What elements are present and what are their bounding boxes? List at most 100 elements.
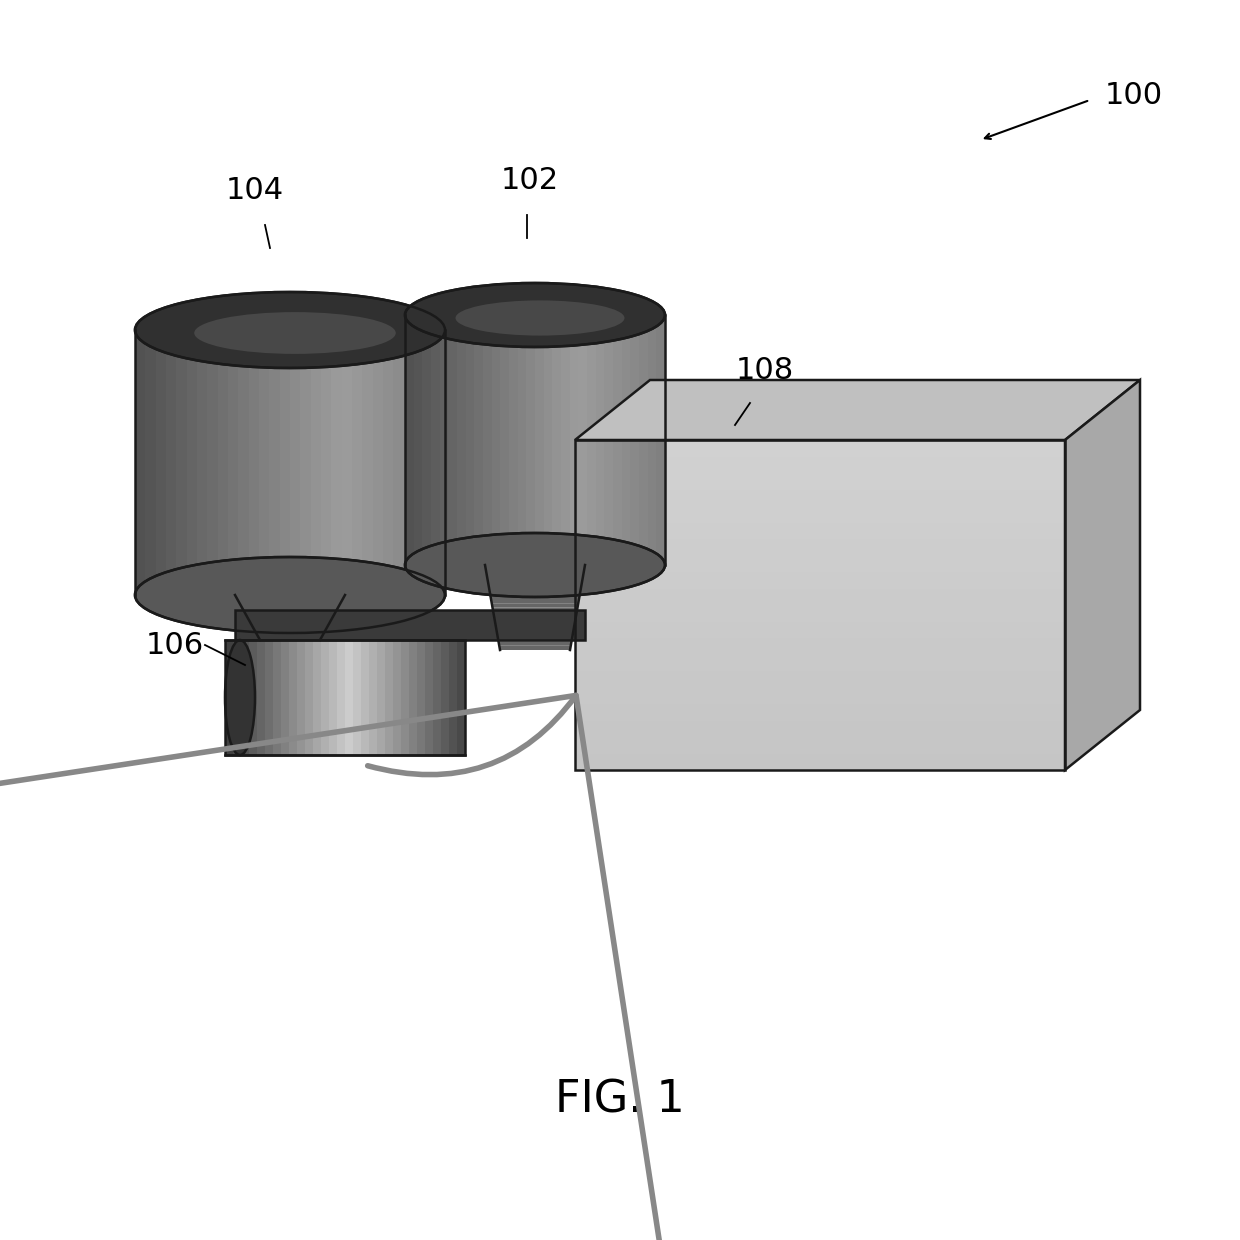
Polygon shape [496, 629, 574, 632]
Bar [458, 640, 465, 755]
Bar [595, 315, 604, 565]
Bar [393, 640, 401, 755]
Ellipse shape [405, 283, 665, 347]
Polygon shape [489, 582, 582, 587]
Bar [656, 315, 665, 565]
Bar [575, 639, 1065, 655]
Bar [475, 315, 484, 565]
Polygon shape [495, 620, 575, 625]
Bar [435, 330, 445, 595]
Polygon shape [242, 606, 339, 609]
Bar [466, 315, 475, 565]
Bar [218, 330, 228, 595]
Bar [311, 330, 321, 595]
Bar [425, 640, 433, 755]
Bar [560, 315, 569, 565]
Bar [405, 315, 414, 565]
Bar [575, 655, 1065, 671]
Bar [238, 330, 249, 595]
Bar [156, 330, 166, 595]
Polygon shape [492, 608, 578, 611]
Bar [552, 315, 560, 565]
Bar [305, 640, 312, 755]
Polygon shape [494, 616, 577, 620]
Bar [337, 640, 345, 755]
Bar [197, 330, 207, 595]
Bar [575, 754, 1065, 770]
Polygon shape [485, 565, 585, 569]
Bar [249, 640, 257, 755]
Bar [176, 330, 187, 595]
Text: 106: 106 [146, 630, 205, 660]
Polygon shape [489, 587, 582, 590]
Bar [135, 330, 145, 595]
Bar [281, 640, 289, 755]
Bar [414, 315, 423, 565]
Bar [449, 640, 458, 755]
Polygon shape [496, 625, 574, 629]
Bar [575, 456, 1065, 472]
Bar [575, 621, 1065, 639]
Bar [370, 640, 377, 755]
Polygon shape [490, 595, 580, 599]
Polygon shape [237, 598, 343, 599]
Bar [630, 315, 639, 565]
Polygon shape [250, 622, 330, 624]
Bar [228, 330, 238, 595]
Bar [384, 640, 393, 755]
Bar [300, 330, 311, 595]
Bar [575, 490, 1065, 506]
Polygon shape [500, 646, 570, 650]
Bar [647, 315, 656, 565]
Bar [575, 472, 1065, 490]
Polygon shape [497, 632, 573, 637]
Text: 108: 108 [735, 356, 794, 384]
Bar [575, 556, 1065, 572]
Polygon shape [247, 615, 334, 618]
Polygon shape [490, 590, 580, 595]
Bar [492, 315, 500, 565]
Bar [432, 315, 440, 565]
Polygon shape [244, 611, 336, 613]
Bar [575, 687, 1065, 704]
Bar [280, 330, 290, 595]
Bar [433, 640, 441, 755]
Polygon shape [486, 569, 584, 573]
Bar [575, 539, 1065, 556]
Bar [424, 330, 435, 595]
Polygon shape [236, 595, 345, 598]
Polygon shape [254, 629, 326, 631]
Bar [321, 640, 329, 755]
Bar [377, 640, 384, 755]
Ellipse shape [224, 640, 255, 755]
Bar [265, 640, 273, 755]
Polygon shape [246, 613, 335, 615]
Polygon shape [259, 637, 321, 640]
Polygon shape [486, 573, 584, 578]
Bar [417, 640, 425, 755]
Bar [224, 640, 233, 755]
Polygon shape [497, 637, 572, 641]
Bar [414, 330, 424, 595]
Bar [517, 315, 526, 565]
Bar [241, 640, 249, 755]
Bar [383, 330, 393, 595]
Bar [290, 330, 300, 595]
Bar [361, 640, 370, 755]
Bar [575, 589, 1065, 605]
Polygon shape [253, 626, 327, 629]
Ellipse shape [195, 312, 396, 353]
Bar [352, 330, 362, 595]
Bar [575, 440, 1065, 770]
Polygon shape [249, 620, 331, 622]
Polygon shape [498, 641, 572, 646]
Bar [575, 605, 1065, 621]
Bar [353, 640, 361, 755]
Bar [342, 330, 352, 595]
Bar [273, 640, 281, 755]
Text: 104: 104 [226, 176, 284, 205]
Bar [207, 330, 218, 595]
Bar [269, 330, 280, 595]
Bar [321, 330, 331, 595]
Bar [575, 506, 1065, 522]
